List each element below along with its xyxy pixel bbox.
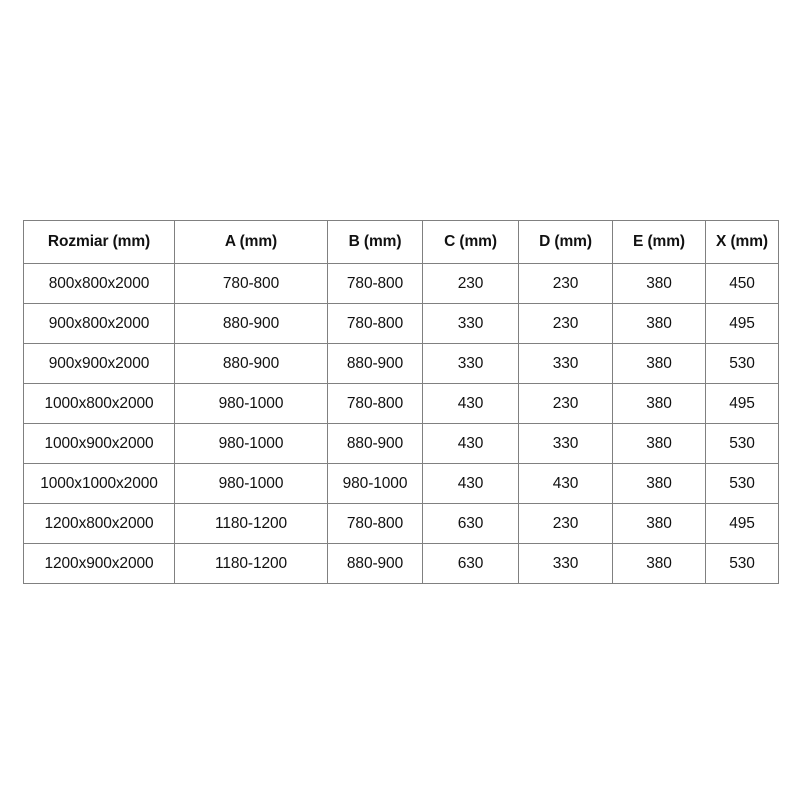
table-row: 1200x900x2000 1180-1200 880-900 630 330 … [23,543,779,584]
table-row: 1200x800x2000 1180-1200 780-800 630 230 … [23,503,779,544]
cell-b: 880-900 [327,543,423,584]
cell-c: 630 [422,543,519,584]
cell-a: 780-800 [174,263,328,304]
cell-rozmiar: 1200x900x2000 [23,543,175,584]
shower-enclosure-dimension-table: Rozmiar (mm) A (mm) B (mm) C (mm) D (mm)… [23,220,779,584]
cell-c: 430 [422,383,519,424]
cell-b: 880-900 [327,343,423,384]
cell-c: 330 [422,343,519,384]
table-row: 900x800x2000 880-900 780-800 330 230 380… [23,303,779,344]
cell-a: 1180-1200 [174,543,328,584]
cell-b: 980-1000 [327,463,423,504]
cell-d: 230 [518,503,613,544]
table-row: 1000x1000x2000 980-1000 980-1000 430 430… [23,463,779,504]
cell-e: 380 [612,503,706,544]
dimension-table-container: Rozmiar (mm) A (mm) B (mm) C (mm) D (mm)… [23,220,779,584]
cell-c: 430 [422,463,519,504]
cell-e: 380 [612,543,706,584]
cell-rozmiar: 1000x1000x2000 [23,463,175,504]
cell-x: 495 [705,303,779,344]
column-header-e: E (mm) [612,220,706,264]
cell-rozmiar: 1200x800x2000 [23,503,175,544]
cell-e: 380 [612,383,706,424]
cell-a: 980-1000 [174,383,328,424]
column-header-d: D (mm) [518,220,613,264]
table-row: 1000x800x2000 980-1000 780-800 430 230 3… [23,383,779,424]
cell-a: 1180-1200 [174,503,328,544]
table-row: 1000x900x2000 980-1000 880-900 430 330 3… [23,423,779,464]
cell-d: 230 [518,383,613,424]
cell-x: 530 [705,463,779,504]
cell-b: 780-800 [327,503,423,544]
cell-rozmiar: 1000x900x2000 [23,423,175,464]
table-body: 800x800x2000 780-800 780-800 230 230 380… [23,263,779,584]
cell-b: 780-800 [327,263,423,304]
cell-c: 630 [422,503,519,544]
column-header-x: X (mm) [705,220,779,264]
cell-rozmiar: 900x800x2000 [23,303,175,344]
cell-b: 780-800 [327,303,423,344]
cell-x: 530 [705,423,779,464]
cell-d: 230 [518,303,613,344]
column-header-a: A (mm) [174,220,328,264]
cell-rozmiar: 1000x800x2000 [23,383,175,424]
table-row: 800x800x2000 780-800 780-800 230 230 380… [23,263,779,304]
cell-x: 495 [705,503,779,544]
cell-d: 330 [518,543,613,584]
cell-x: 495 [705,383,779,424]
table-row: 900x900x2000 880-900 880-900 330 330 380… [23,343,779,384]
cell-b: 880-900 [327,423,423,464]
cell-x: 450 [705,263,779,304]
column-header-rozmiar: Rozmiar (mm) [23,220,175,264]
table-header-row: Rozmiar (mm) A (mm) B (mm) C (mm) D (mm)… [23,220,779,264]
cell-d: 330 [518,423,613,464]
cell-e: 380 [612,463,706,504]
cell-e: 380 [612,303,706,344]
cell-a: 980-1000 [174,463,328,504]
cell-d: 330 [518,343,613,384]
cell-a: 880-900 [174,343,328,384]
cell-d: 430 [518,463,613,504]
cell-c: 230 [422,263,519,304]
cell-b: 780-800 [327,383,423,424]
cell-d: 230 [518,263,613,304]
cell-e: 380 [612,263,706,304]
cell-x: 530 [705,343,779,384]
cell-rozmiar: 800x800x2000 [23,263,175,304]
cell-c: 430 [422,423,519,464]
column-header-c: C (mm) [422,220,519,264]
table-header: Rozmiar (mm) A (mm) B (mm) C (mm) D (mm)… [23,220,779,264]
cell-rozmiar: 900x900x2000 [23,343,175,384]
cell-a: 980-1000 [174,423,328,464]
cell-e: 380 [612,423,706,464]
cell-e: 380 [612,343,706,384]
cell-a: 880-900 [174,303,328,344]
cell-c: 330 [422,303,519,344]
column-header-b: B (mm) [327,220,423,264]
cell-x: 530 [705,543,779,584]
